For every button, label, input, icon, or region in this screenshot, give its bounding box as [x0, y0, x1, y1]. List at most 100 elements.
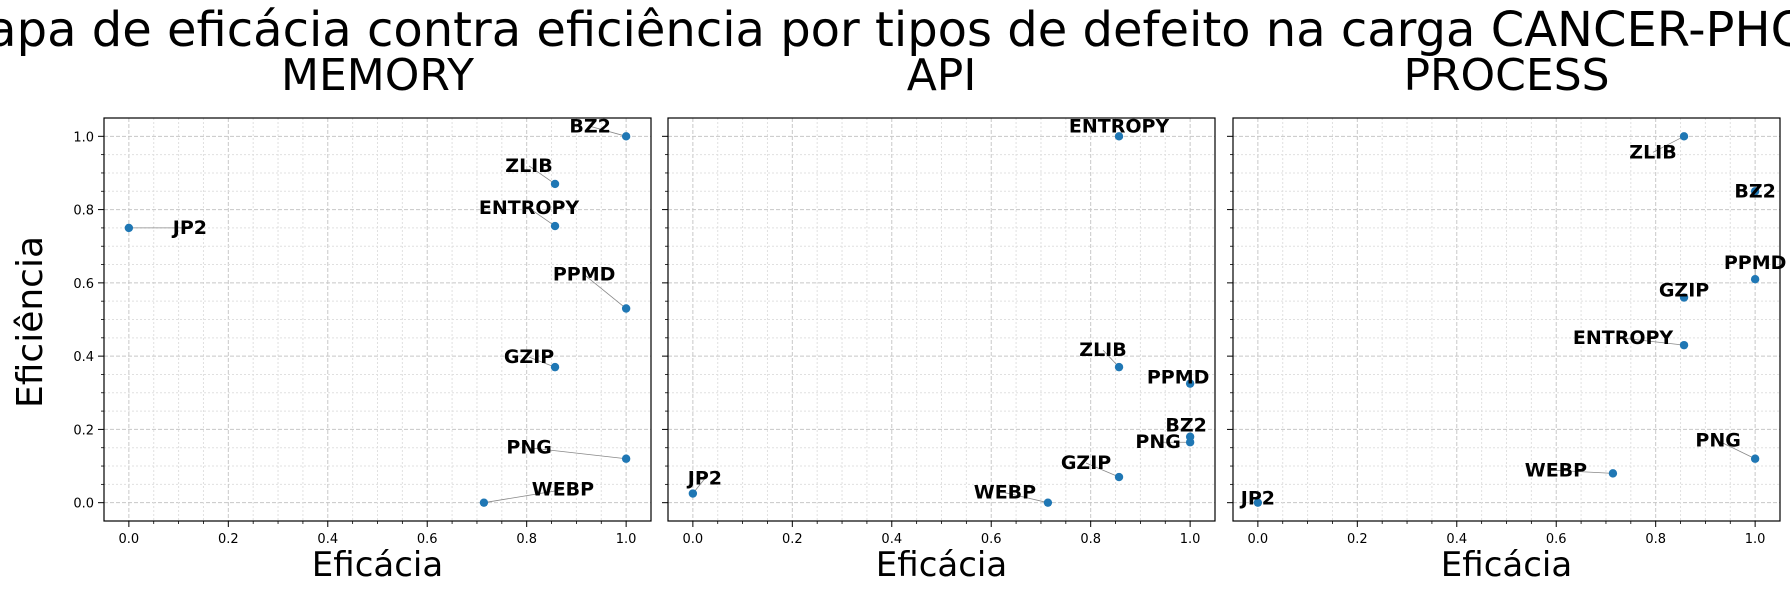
point-label: ENTROPY — [479, 197, 580, 219]
annotation-leader — [583, 274, 627, 309]
x-tick-label: 0.8 — [516, 532, 537, 547]
annotation-leader — [1622, 337, 1685, 346]
annotation-leader — [529, 447, 627, 460]
point-label: PPMD — [1147, 367, 1210, 389]
x-axis-label: Eficácia — [312, 545, 443, 585]
data-point — [550, 179, 560, 189]
point-label: BZ2 — [1734, 180, 1775, 202]
point-label: PPMD — [553, 264, 616, 286]
x-tick-label: 0.8 — [1080, 532, 1101, 547]
data-point — [621, 304, 631, 313]
subplots: 0.0 0.2 0.4 0.6 0.8 1.0 0.0 0.2 0.4 0.6 0.8 1.0 MEMO… — [73, 50, 1786, 585]
annotation-leader — [528, 207, 556, 227]
data-point — [688, 489, 698, 498]
data-point — [1114, 362, 1124, 372]
x-tick-label: 0.4 — [881, 532, 902, 547]
data-point — [1043, 498, 1053, 507]
x-tick-label: 0.8 — [1645, 532, 1666, 547]
annotation-leader — [1555, 469, 1613, 474]
data-point — [1253, 498, 1263, 507]
grid — [104, 118, 651, 521]
data-point — [1750, 187, 1760, 196]
y-tick-label: 0.0 — [73, 497, 94, 512]
data-point — [621, 454, 631, 463]
point-label: WEBP — [1525, 459, 1587, 481]
point-label: PNG — [1135, 431, 1180, 453]
point-label: PNG — [1695, 430, 1740, 452]
point-label: GZIP — [1659, 280, 1709, 302]
x-axis-label: Eficácia — [876, 545, 1007, 585]
subplot-process: 0.0 0.2 0.4 0.6 0.8 1.0 PROCESS Eficácia ZLIB BZ2… — [1227, 50, 1786, 585]
x-tick-label: 0.2 — [782, 532, 803, 547]
subplot-title: MEMORY — [281, 50, 474, 101]
x-tick-label: 0.6 — [981, 532, 1002, 547]
x-tick-label: 0.0 — [1248, 532, 1269, 547]
point-label: ZLIB — [505, 155, 552, 177]
y-axis-label: Eficiência — [10, 236, 51, 408]
y-tick-label: 0.6 — [73, 277, 94, 292]
data-point — [1114, 472, 1124, 482]
annotation-leader — [1085, 462, 1120, 478]
data-point — [479, 498, 489, 507]
x-tick-label: 0.0 — [683, 532, 704, 547]
data-point — [1185, 438, 1195, 447]
point-label: PPMD — [1724, 252, 1787, 274]
x-tick-label: 0.6 — [1546, 532, 1567, 547]
data-point — [1750, 275, 1760, 284]
subplot-memory: 0.0 0.2 0.4 0.6 0.8 1.0 0.0 0.2 0.4 0.6 0.8 1.0 MEMO… — [73, 50, 652, 585]
point-label: JP2 — [686, 468, 722, 490]
data-point — [550, 362, 560, 372]
data-point — [1679, 293, 1689, 302]
data-point — [1679, 132, 1689, 141]
x-tick-label: 0.4 — [1446, 532, 1467, 547]
grid — [668, 118, 1215, 521]
point-label: JP2 — [171, 217, 207, 239]
data-point — [1608, 469, 1618, 478]
subplot-title: API — [907, 50, 977, 101]
point-label: ZLIB — [1629, 141, 1676, 163]
point-label: BZ2 — [569, 115, 610, 137]
annotation-leader — [483, 489, 563, 504]
point-label: GZIP — [504, 346, 554, 368]
x-tick-label: 0.2 — [218, 532, 239, 547]
point-label: JP2 — [1239, 488, 1275, 510]
data-point — [124, 223, 134, 233]
y-tick-label: 0.2 — [73, 423, 94, 438]
subplot-api: 0.0 0.2 0.4 0.6 0.8 1.0 API Eficácia ENTROPY ZLIB… — [662, 50, 1216, 585]
x-tick-label: 0.6 — [417, 532, 438, 547]
annotation-leader — [528, 165, 556, 185]
point-label: PNG — [506, 437, 551, 459]
point-label: WEBP — [532, 479, 594, 501]
point-label: GZIP — [1061, 452, 1111, 474]
point-label: BZ2 — [1165, 415, 1206, 437]
point-label: ENTROPY — [1573, 327, 1674, 349]
data-point — [1679, 340, 1689, 350]
x-tick-label: 1.0 — [1180, 532, 1201, 547]
subplot-title: PROCESS — [1403, 50, 1609, 101]
annotation-leader — [1004, 492, 1049, 504]
data-point — [550, 221, 560, 231]
annotation-leader — [590, 125, 627, 137]
y-tick-label: 0.4 — [73, 350, 94, 365]
point-label: ENTROPY — [1069, 115, 1170, 137]
y-tick-label: 0.8 — [73, 204, 94, 219]
x-tick-label: 0.4 — [317, 532, 338, 547]
grid — [1233, 118, 1780, 521]
x-tick-label: 1.0 — [616, 532, 637, 547]
data-point — [1185, 379, 1195, 388]
annotation-leader — [1652, 135, 1685, 153]
point-label: ZLIB — [1079, 339, 1126, 361]
data-point — [621, 132, 631, 141]
figure-suptitle: Mapa de eficácia contra eficiência por t… — [0, 2, 1790, 58]
y-tick-label: 1.0 — [73, 130, 94, 145]
data-point — [1750, 454, 1760, 463]
data-point — [1114, 132, 1124, 141]
x-tick-label: 0.2 — [1347, 532, 1368, 547]
x-tick-label: 0.0 — [119, 532, 140, 547]
x-tick-label: 1.0 — [1745, 532, 1766, 547]
point-label: WEBP — [974, 482, 1036, 504]
x-axis-label: Eficácia — [1441, 545, 1572, 585]
annotation-leader — [528, 356, 556, 368]
annotation-leader — [1717, 440, 1756, 460]
